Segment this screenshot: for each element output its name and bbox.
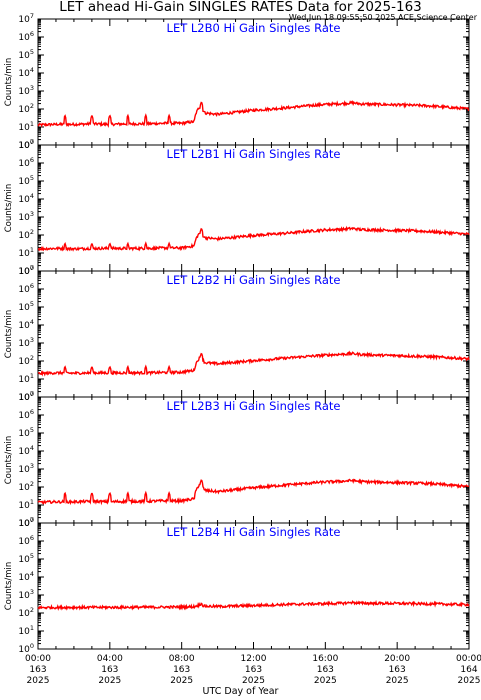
panel-3-ytick-label: 104 xyxy=(18,444,34,457)
panel-4-ytick-label: 103 xyxy=(18,588,34,601)
panel-1-ytick-label: 107 xyxy=(18,138,34,151)
panel-4-ytick-label: 107 xyxy=(18,516,34,529)
xtick-year-label: 2025 xyxy=(27,676,50,686)
panel-2-frame xyxy=(37,270,470,398)
panel-0-series-line xyxy=(37,99,470,128)
x-axis-title: UTC Day of Year xyxy=(202,686,279,697)
panel-3-ytick-label: 102 xyxy=(18,480,34,493)
panel-0-ylabel: Counts/min xyxy=(4,58,14,107)
panel-4-ytick-label: 105 xyxy=(18,552,34,565)
panel-3-ytick-label: 103 xyxy=(18,462,34,475)
xtick-time-label: 04:00 xyxy=(97,654,123,664)
chart-main-title: LET ahead Hi-Gain SINGLES RATES Data for… xyxy=(59,0,422,15)
panel-3-ytick-label: 101 xyxy=(18,498,34,511)
xtick-time-label: 00:00 xyxy=(25,654,51,664)
panel-2-ytick-label: 104 xyxy=(18,318,34,331)
panel-2-ytick-label: 102 xyxy=(18,354,34,367)
panel-1-ytick-label: 106 xyxy=(18,156,34,169)
generation-timestamp: Wed Jun 18 09:55:50 2025 ACE Science Cen… xyxy=(288,13,477,22)
panel-2-title: LET L2B2 Hi Gain Singles Rate xyxy=(167,273,341,287)
panel-0-ytick-label: 103 xyxy=(18,84,34,97)
xtick-year-label: 2025 xyxy=(242,676,265,686)
panel-3-title: LET L2B3 Hi Gain Singles Rate xyxy=(167,399,341,413)
xtick-time-label: 08:00 xyxy=(169,654,195,664)
panel-0-ytick-label: 105 xyxy=(18,48,34,61)
xtick-year-label: 2025 xyxy=(386,676,409,686)
xtick-doy-label: 163 xyxy=(173,665,190,675)
xtick-year-label: 2025 xyxy=(98,676,121,686)
panel-4-frame xyxy=(37,522,470,650)
panel-2-ytick-label: 101 xyxy=(18,372,34,385)
xtick-doy-label: 163 xyxy=(317,665,334,675)
panel-4-ytick-label: 104 xyxy=(18,570,34,583)
panel-2-ytick-label: 105 xyxy=(18,300,34,313)
panel-4-series-line xyxy=(37,599,470,611)
xtick-year-label: 2025 xyxy=(458,676,481,686)
xtick-time-label: 00:00 xyxy=(456,654,481,664)
panel-0-title: LET L2B0 Hi Gain Singles Rate xyxy=(167,21,341,35)
panel-3-ytick-label: 106 xyxy=(18,408,34,421)
panel-0-ytick-label: 102 xyxy=(18,102,34,115)
panel-1-ytick-label: 103 xyxy=(18,210,34,223)
panel-0-ytick-label: 101 xyxy=(18,120,34,133)
panel-0-frame xyxy=(37,18,470,146)
panel-3-series-line xyxy=(37,478,469,506)
panel-3-ylabel: Counts/min xyxy=(4,436,14,485)
xtick-doy-label: 164 xyxy=(460,665,477,675)
panel-1-ytick-label: 105 xyxy=(18,174,34,187)
panel-4-ylabel: Counts/min xyxy=(4,562,14,611)
panel-4-ytick-label: 102 xyxy=(18,606,34,619)
panel-0-ytick-label: 107 xyxy=(18,12,34,25)
panel-1-ytick-label: 101 xyxy=(18,246,34,259)
xtick-time-label: 12:00 xyxy=(241,654,267,664)
xtick-doy-label: 163 xyxy=(245,665,262,675)
panel-1-title: LET L2B1 Hi Gain Singles Rate xyxy=(167,147,341,161)
panel-3-frame xyxy=(37,396,470,524)
panel-4-ytick-label: 106 xyxy=(18,534,34,547)
xtick-doy-label: 163 xyxy=(29,665,46,675)
panel-0-ytick-label: 104 xyxy=(18,66,34,79)
panel-1-series-line xyxy=(37,225,470,252)
panel-2-series-line xyxy=(38,350,470,377)
xtick-year-label: 2025 xyxy=(314,676,337,686)
panel-1-ytick-label: 104 xyxy=(18,192,34,205)
panel-3-ytick-label: 105 xyxy=(18,426,34,439)
panel-1-ylabel: Counts/min xyxy=(4,184,14,233)
xtick-time-label: 16:00 xyxy=(312,654,338,664)
panel-1-ytick-label: 102 xyxy=(18,228,34,241)
panel-2-ytick-label: 107 xyxy=(18,264,34,277)
panel-1-frame xyxy=(37,144,470,272)
panel-2-ytick-label: 103 xyxy=(18,336,34,349)
panel-0-ytick-label: 106 xyxy=(18,30,34,43)
xtick-year-label: 2025 xyxy=(170,676,193,686)
panel-2-ylabel: Counts/min xyxy=(4,310,14,359)
panel-4-ytick-label: 101 xyxy=(18,624,34,637)
panel-3-ytick-label: 107 xyxy=(18,390,34,403)
xtick-doy-label: 163 xyxy=(389,665,406,675)
panel-4-title: LET L2B4 Hi Gain Singles Rate xyxy=(167,525,341,539)
xtick-doy-label: 163 xyxy=(101,665,118,675)
panel-2-ytick-label: 106 xyxy=(18,282,34,295)
xtick-time-label: 20:00 xyxy=(384,654,410,664)
